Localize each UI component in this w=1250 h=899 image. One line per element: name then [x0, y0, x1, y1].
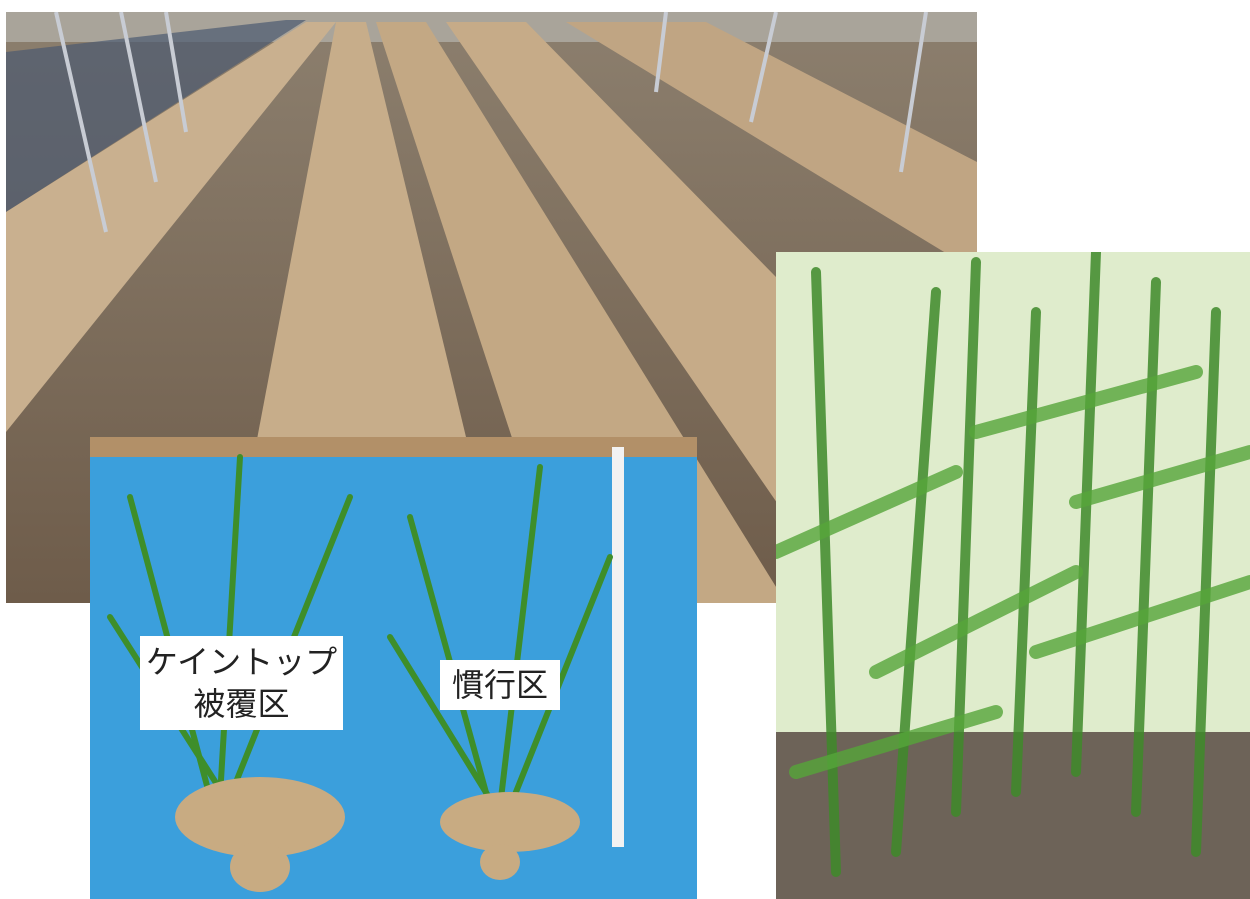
- plant-photo: [776, 252, 1250, 899]
- label-text: ケイントップ: [145, 643, 338, 681]
- label-text: 被覆区: [193, 685, 290, 723]
- label-box: ケイントップ 被覆区: [140, 636, 343, 730]
- label-box: 慣行区: [440, 660, 560, 710]
- label-text: 慣行区: [451, 666, 548, 704]
